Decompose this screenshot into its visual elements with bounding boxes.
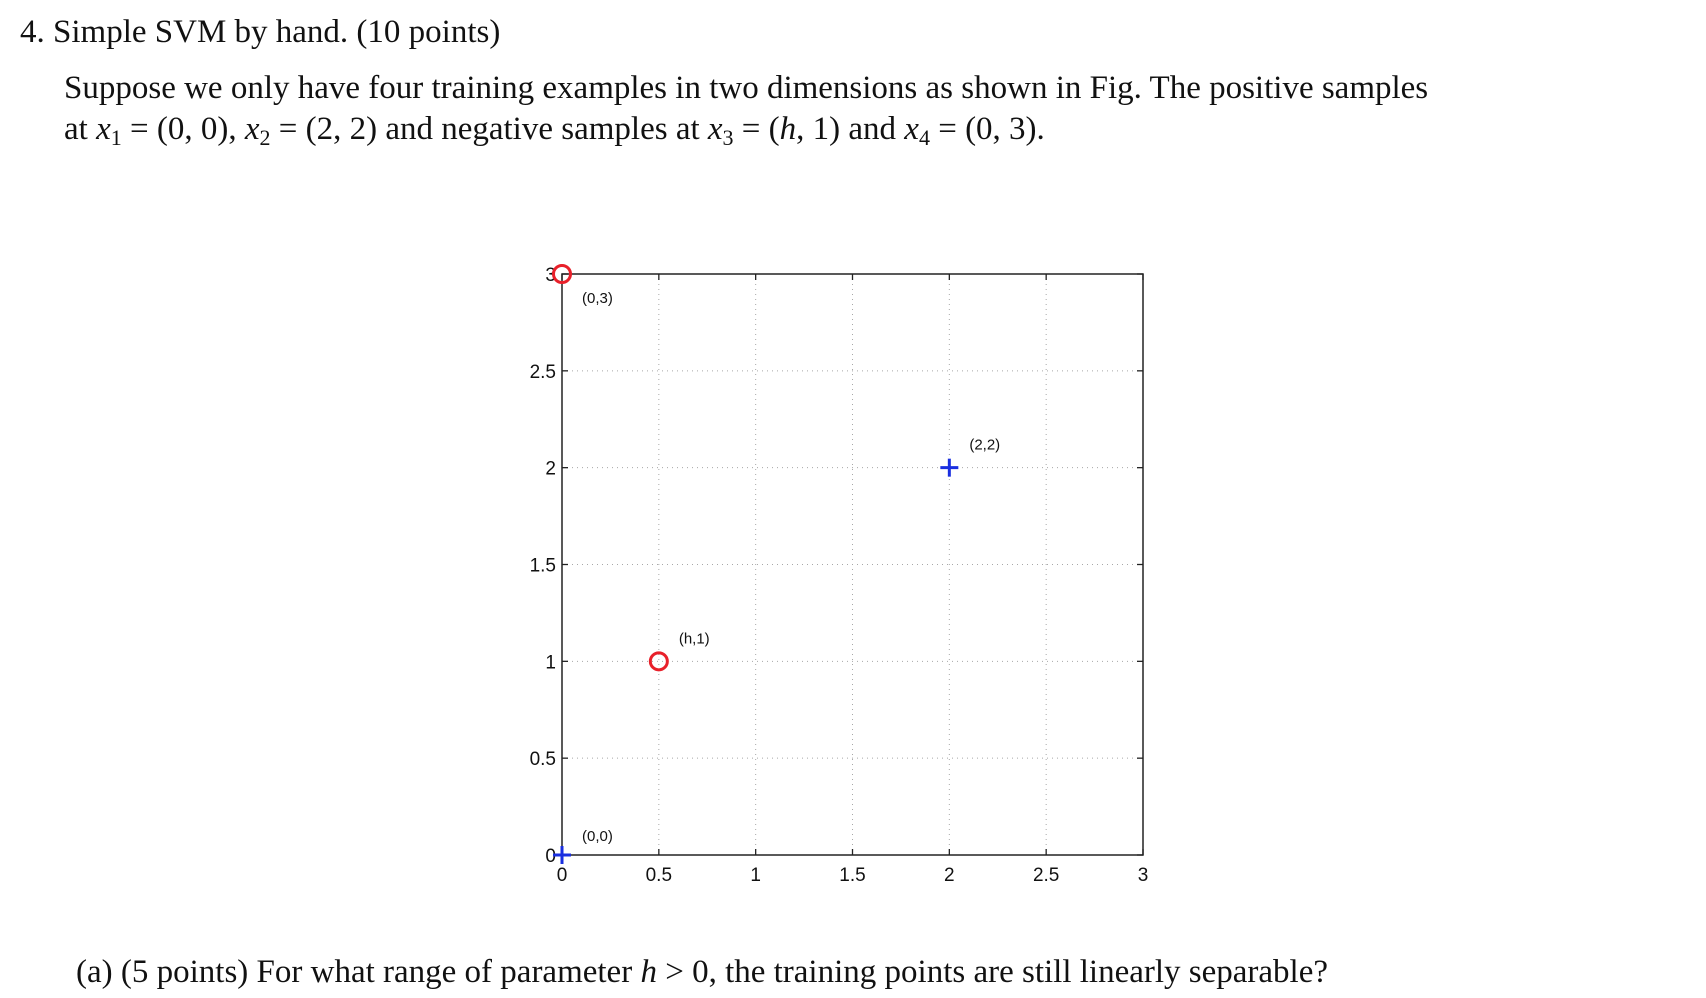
var-h: h (779, 111, 797, 147)
plus-marker (553, 846, 571, 864)
x-tick-label: 0.5 (646, 865, 672, 886)
problem-statement-line-2: at x1 = (0, 0), x2 = (2, 2) and negative… (64, 109, 1428, 150)
x-tick-label: 1.5 (839, 865, 865, 886)
point-label: (0,3) (582, 290, 613, 307)
var-x2: x (244, 111, 260, 147)
point-label: (0,0) (582, 828, 613, 845)
x-tick-label: 2.5 (1033, 865, 1059, 886)
point-label: (h,1) (679, 630, 710, 647)
circle-marker (648, 651, 669, 672)
circle-marker (552, 264, 572, 284)
x3-rest: , 1) and (796, 111, 905, 147)
y-tick-label: 2.5 (530, 362, 556, 383)
data-points (552, 264, 959, 864)
text-at: at (64, 111, 97, 147)
sub-4: 4 (918, 125, 930, 150)
x-tick-label: 1 (750, 865, 761, 886)
x2-value: = (2, 2) and negative samples at (270, 111, 708, 147)
y-tick-label: 0.5 (530, 749, 556, 770)
var-x1: x (96, 111, 111, 147)
point-labels: (0,0) (2,2) (h,1) (0,3) (582, 290, 1000, 845)
question-a: (a) (5 points) For what range of paramet… (76, 950, 1328, 994)
axis-ticks: 0 0.5 1 1.5 2 2.5 3 0 0.5 1 1.5 2 2.5 3 (530, 265, 1149, 886)
problem-heading: 4. Simple SVM by hand. (10 points) (20, 14, 501, 50)
problem-statement-line-1: Suppose we only have four training examp… (64, 70, 1429, 106)
var-x3: x (707, 111, 723, 147)
y-tick-label: 1.5 (530, 556, 556, 577)
x-tick-label: 3 (1138, 865, 1149, 886)
var-x4: x (904, 111, 919, 147)
question-a-var-h: h (640, 954, 657, 990)
x3-eq: = ( (733, 111, 780, 147)
grid-lines (562, 274, 1143, 855)
question-a-prefix: (a) (5 points) For what range of paramet… (76, 954, 641, 990)
x-tick-label: 2 (944, 865, 955, 886)
sub-2: 2 (259, 125, 271, 150)
x1-value: = (0, 0), (121, 111, 245, 147)
y-tick-label: 1 (545, 652, 556, 673)
plus-marker (940, 458, 959, 477)
problem-statement: Suppose we only have four training examp… (64, 68, 1428, 150)
x4-value: = (0, 3). (929, 111, 1045, 147)
y-tick-label: 2 (545, 459, 556, 480)
point-label: (2,2) (969, 437, 1000, 454)
x-tick-label: 0 (557, 865, 568, 886)
y-tick-label: 0 (545, 846, 556, 867)
sub-3: 3 (722, 125, 734, 150)
question-a-suffix: > 0, the training points are still linea… (656, 954, 1329, 990)
sub-1: 1 (110, 125, 122, 150)
y-tick-label: 3 (545, 265, 556, 286)
